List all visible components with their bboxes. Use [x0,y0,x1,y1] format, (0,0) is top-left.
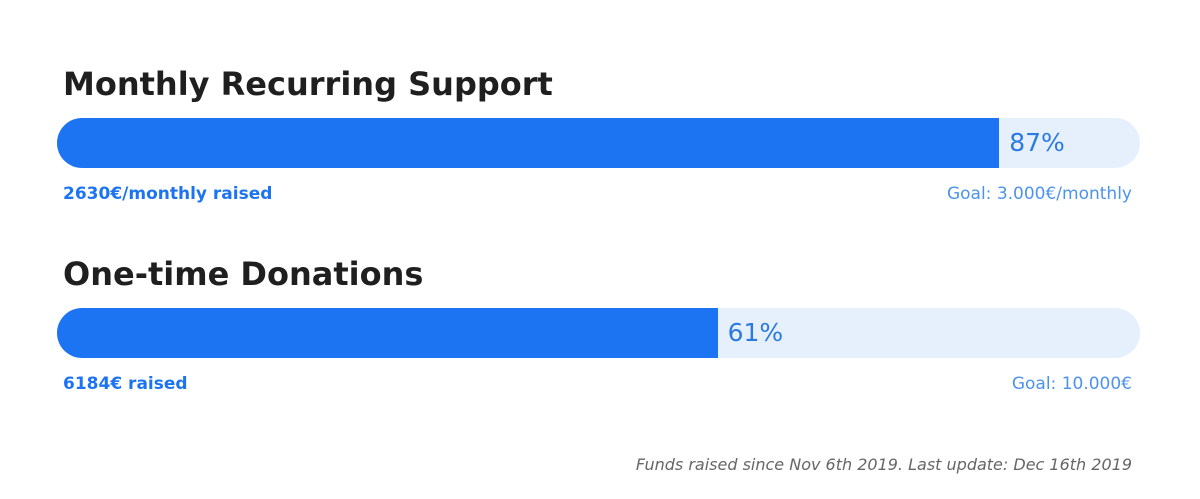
section-title: One-time Donations [63,255,424,293]
progress-track: 61% [57,308,1140,358]
footer-note: Funds raised since Nov 6th 2019. Last up… [635,455,1132,474]
progress-track: 87% [57,118,1140,168]
progress-label: 87% [1009,128,1065,157]
onetime-section: One-time Donations 61% 6184€ raised Goal… [0,254,1200,404]
raised-amount: 2630€/monthly raised [63,184,273,204]
raised-amount: 6184€ raised [63,374,188,394]
goal-amount: Goal: 3.000€/monthly [946,184,1132,204]
goal-amount: Goal: 10.000€ [1011,374,1132,394]
monthly-section: Monthly Recurring Support 87% 2630€/mont… [0,64,1200,214]
progress-fill [57,308,718,358]
progress-label: 61% [727,318,784,347]
section-title: Monthly Recurring Support [63,65,553,103]
progress-fill [57,118,1000,168]
